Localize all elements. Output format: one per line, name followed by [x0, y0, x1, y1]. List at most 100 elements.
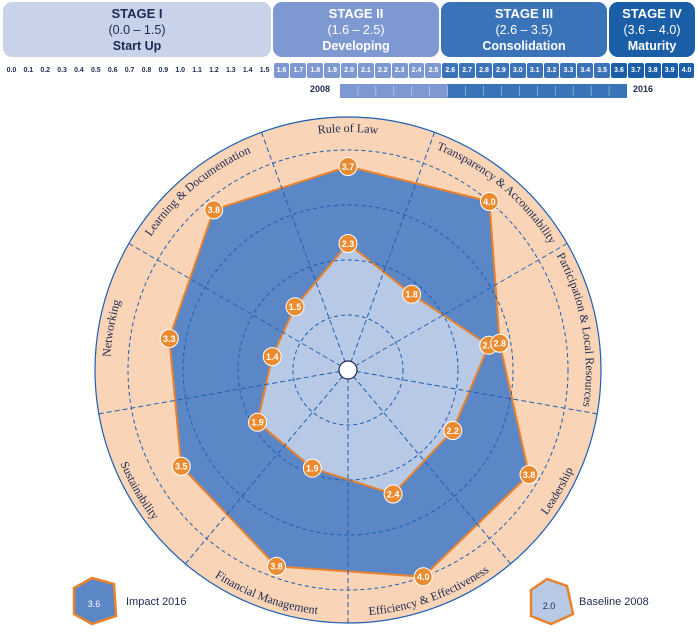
radar-spoke: [347, 243, 568, 371]
scale-tick: 2.9: [492, 63, 509, 78]
stage-name: Consolidation: [482, 38, 566, 53]
scale-tick: 3.1: [526, 63, 543, 78]
impact-2016-marker: [413, 567, 433, 587]
scale-tick: 1.3: [225, 67, 236, 74]
scale-tick: 1.0: [175, 67, 186, 74]
timeline-segment: [483, 84, 502, 98]
stage-range: (3.6 – 4.0): [623, 22, 681, 37]
impact-2016-value-label: 4.0: [417, 572, 430, 582]
scale-tick: 0.0: [6, 67, 17, 74]
timeline-end-label: 2016: [633, 84, 654, 94]
baseline-2008-marker: [285, 297, 305, 317]
scale-tick: 0.6: [107, 67, 118, 74]
stage-title: STAGE II: [328, 5, 384, 21]
impact-2016-marker: [171, 456, 191, 476]
radar-spoke: [98, 369, 349, 415]
impact-2016-value-label: 3.8: [207, 205, 220, 215]
scale-tick: 0.1: [23, 67, 34, 74]
scale-tick: 1.1: [192, 67, 202, 74]
impact-2016-value-label: 3.7: [342, 162, 355, 172]
baseline-2008-marker: [338, 234, 358, 253]
legend-baseline-text: Baseline 2008: [579, 596, 649, 608]
baseline-2008-value-label: 1.8: [405, 290, 418, 300]
timeline-segment: [447, 84, 466, 98]
scale-tick: 2.5: [425, 63, 442, 78]
stage-name: Maturity: [627, 38, 677, 53]
scale-tick: 3.8: [644, 63, 661, 78]
radar-spoke: [347, 369, 598, 415]
impact-2016-marker: [204, 200, 224, 220]
timeline-segment: [375, 84, 395, 98]
scale-tick: 1.8: [307, 63, 324, 78]
scale-tick: 3.7: [627, 63, 644, 78]
stage-2-box: STAGE II (1.6 – 2.5) Developing: [273, 2, 439, 57]
impact-2016-marker: [519, 465, 539, 484]
scale-tick: 3.3: [560, 63, 577, 78]
baseline-2008-value-label: 1.9: [306, 464, 319, 474]
scale-tick: 0.9: [158, 67, 169, 74]
impact-2016-value-label: 3.3: [163, 334, 176, 344]
radar-spoke: [347, 132, 435, 371]
scale-tick: 1.6: [273, 63, 290, 78]
radar-spoke: [347, 369, 511, 565]
baseline-2008-marker: [302, 458, 322, 478]
impact-2016-value-label: 4.0: [483, 197, 496, 207]
timeline-segment: [465, 84, 484, 98]
radar-grid-ring: [292, 314, 404, 426]
baseline-2008-value-label: 1.5: [289, 302, 302, 312]
baseline-2008-marker: [383, 484, 403, 504]
baseline-2008-marker: [248, 412, 267, 432]
timeline-segment: [591, 84, 610, 98]
scale-tick: 0.8: [141, 67, 152, 74]
stage-4-box: STAGE IV (3.6 – 4.0) Maturity: [609, 2, 695, 57]
legend-impact-swatch-label: 3.6: [88, 599, 101, 609]
timeline-segment: [357, 84, 377, 98]
scale-tick: 2.6: [442, 63, 459, 78]
baseline-2008-value-label: 2.6: [483, 341, 496, 351]
legend-baseline-swatch-label: 2.0: [543, 601, 556, 611]
impact-2016-value-label: 3.5: [175, 462, 188, 472]
baseline-2008-area: [256, 242, 490, 495]
scale-tick: 2.8: [476, 63, 492, 78]
stage-range: (1.6 – 2.5): [327, 22, 385, 37]
baseline-2008-value-label: 1.4: [266, 352, 279, 362]
scale-tick: 4.0: [678, 63, 695, 78]
baseline-2008-value-label: 2.4: [387, 489, 400, 499]
scale-tick: 2.2: [374, 63, 391, 78]
stage-title: STAGE I: [111, 5, 163, 21]
scale-tick: 1.7: [290, 63, 307, 78]
scale-tick: 1.5: [259, 67, 270, 74]
timeline-segment: [555, 84, 574, 98]
scale-tick: 0.2: [40, 67, 51, 74]
stage-3-box: STAGE III (2.6 – 3.5) Consolidation: [441, 2, 607, 57]
radar-spoke: [128, 243, 349, 371]
stage-name: Developing: [322, 38, 390, 53]
stage-title: STAGE III: [494, 5, 554, 21]
impact-2016-value-label: 3.8: [523, 470, 536, 480]
impact-2016-value-label: 3.8: [270, 562, 283, 572]
scale-tick: 3.9: [661, 63, 678, 78]
scale-tick: 0.4: [74, 67, 84, 74]
scale-tick: 2.0: [341, 63, 357, 78]
stage-1-box: STAGE I (0.0 – 1.5) Start Up: [3, 2, 271, 57]
radar-spoke: [261, 132, 349, 371]
stage-range: (0.0 – 1.5): [108, 22, 166, 37]
legend-baseline-swatch: 2.0: [529, 577, 575, 626]
baseline-2008-marker: [402, 284, 422, 304]
impact-2016-value-label: 2.8: [493, 339, 506, 349]
timeline-segment: [519, 84, 538, 98]
timeline-segment: [429, 84, 448, 98]
radar-grid-ring: [237, 259, 459, 481]
timeline-segment: [411, 84, 430, 98]
scale-tick: 2.1: [357, 63, 374, 78]
scale-tick: 1.9: [324, 63, 341, 78]
impact-2016-marker: [338, 157, 358, 176]
impact-2016-marker: [490, 333, 510, 353]
timeline-segment: [573, 84, 592, 98]
scale-tick: 0.3: [57, 67, 67, 74]
timeline-segment: [537, 84, 556, 98]
timeline-segment: [340, 84, 359, 98]
baseline-2008-value-label: 1.9: [251, 418, 264, 428]
scale-tick: 2.3: [391, 63, 408, 78]
